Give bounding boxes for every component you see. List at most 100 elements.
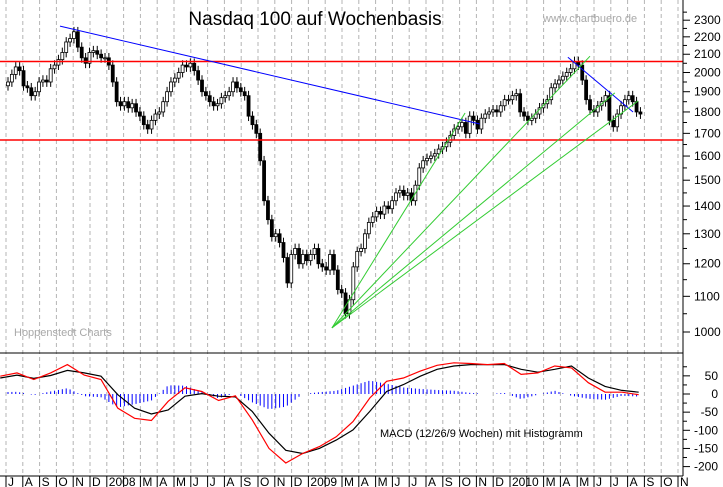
candle-up xyxy=(491,109,495,113)
candle-down xyxy=(200,79,204,93)
candle xyxy=(397,185,402,198)
candle-up xyxy=(390,200,395,210)
month-label: J xyxy=(394,475,400,487)
candle-up xyxy=(9,73,14,83)
candle xyxy=(227,86,232,101)
candle-up xyxy=(169,81,173,93)
candle-up xyxy=(514,93,519,97)
candle-down xyxy=(21,70,26,87)
month-label: A xyxy=(428,475,436,487)
candle xyxy=(316,243,321,269)
candle-down xyxy=(332,254,336,271)
month-label: J xyxy=(596,475,602,487)
candle xyxy=(359,243,363,257)
month-label: 2009 xyxy=(310,475,337,487)
candle-up xyxy=(436,148,441,155)
candle-down xyxy=(211,101,216,107)
candle-up xyxy=(300,254,305,265)
candle xyxy=(491,105,495,117)
candle xyxy=(262,155,266,206)
price-tick-label: 1300 xyxy=(694,227,721,241)
candle-down xyxy=(138,111,142,117)
candle xyxy=(421,155,426,173)
candle xyxy=(386,201,391,214)
candle-down xyxy=(638,111,643,115)
candle-up xyxy=(626,95,631,101)
candle-up xyxy=(122,101,127,107)
price-tick-label: 1900 xyxy=(694,85,721,99)
candle-up xyxy=(273,233,278,238)
candle xyxy=(33,86,38,101)
candle xyxy=(21,65,26,91)
candle-down xyxy=(246,95,251,117)
fan-4-trendline xyxy=(331,100,639,329)
candle-up xyxy=(355,251,360,268)
month-label: A xyxy=(361,475,369,487)
candle xyxy=(258,128,263,166)
fan-3-trendline xyxy=(331,92,616,329)
candle-up xyxy=(157,111,162,115)
candle xyxy=(382,201,387,220)
candle xyxy=(145,119,150,134)
fan-1-trendline xyxy=(331,112,466,329)
candle xyxy=(564,67,569,82)
candle-down xyxy=(184,64,189,68)
candle xyxy=(584,75,589,105)
month-label: O xyxy=(260,475,269,487)
candle-down xyxy=(83,57,88,64)
candle-up xyxy=(60,52,65,61)
candle-up xyxy=(52,64,57,70)
candle xyxy=(176,67,181,84)
candle-down xyxy=(99,53,104,59)
month-label: J xyxy=(613,475,619,487)
watermark-hoppenstedt: Hoppenstedt Charts xyxy=(14,327,112,339)
candle-up xyxy=(41,79,45,83)
downtrend-2010-trendline xyxy=(567,56,634,113)
candle-down xyxy=(242,91,247,97)
candle xyxy=(17,62,22,76)
candle xyxy=(79,42,84,63)
month-label: 2010 xyxy=(512,475,539,487)
candle-up xyxy=(359,248,363,252)
month-gridlines xyxy=(5,0,679,476)
candle xyxy=(64,37,69,58)
month-label: D xyxy=(294,475,303,487)
candle xyxy=(514,88,519,101)
candle xyxy=(300,249,305,269)
candle xyxy=(114,77,119,107)
candle xyxy=(619,100,623,119)
candle-down xyxy=(611,119,616,128)
candle xyxy=(238,82,243,97)
month-label: M xyxy=(142,475,152,487)
watermark-chartbuero: www.chartbuero.de xyxy=(542,13,637,25)
candle-up xyxy=(312,248,317,255)
candle-down xyxy=(141,115,146,126)
candle xyxy=(293,243,298,260)
price-tick-label: 2100 xyxy=(694,47,721,61)
candle-down xyxy=(25,85,30,89)
candle xyxy=(351,262,356,305)
candle-down xyxy=(238,87,243,93)
candle-up xyxy=(13,66,18,75)
candle-down xyxy=(203,91,208,97)
candle xyxy=(219,92,224,109)
candle xyxy=(269,214,274,242)
price-tick-label: 1600 xyxy=(694,149,721,163)
candle-down xyxy=(463,122,468,134)
candle xyxy=(549,82,554,105)
candle xyxy=(363,228,367,254)
candle xyxy=(366,217,371,239)
downtrend-2007-trendline xyxy=(59,25,480,125)
candle-down xyxy=(192,62,197,72)
candle xyxy=(634,96,639,117)
candle xyxy=(475,115,480,134)
candle-down xyxy=(207,95,212,103)
price-tick-label: 2200 xyxy=(694,30,721,44)
month-label: N xyxy=(75,475,84,487)
candle-down xyxy=(320,263,325,268)
macd-tick-label: 0 xyxy=(711,387,718,401)
candle-up xyxy=(72,31,76,39)
month-label: S xyxy=(646,475,654,487)
candle xyxy=(626,90,631,105)
price-tick-label: 1800 xyxy=(694,105,721,119)
